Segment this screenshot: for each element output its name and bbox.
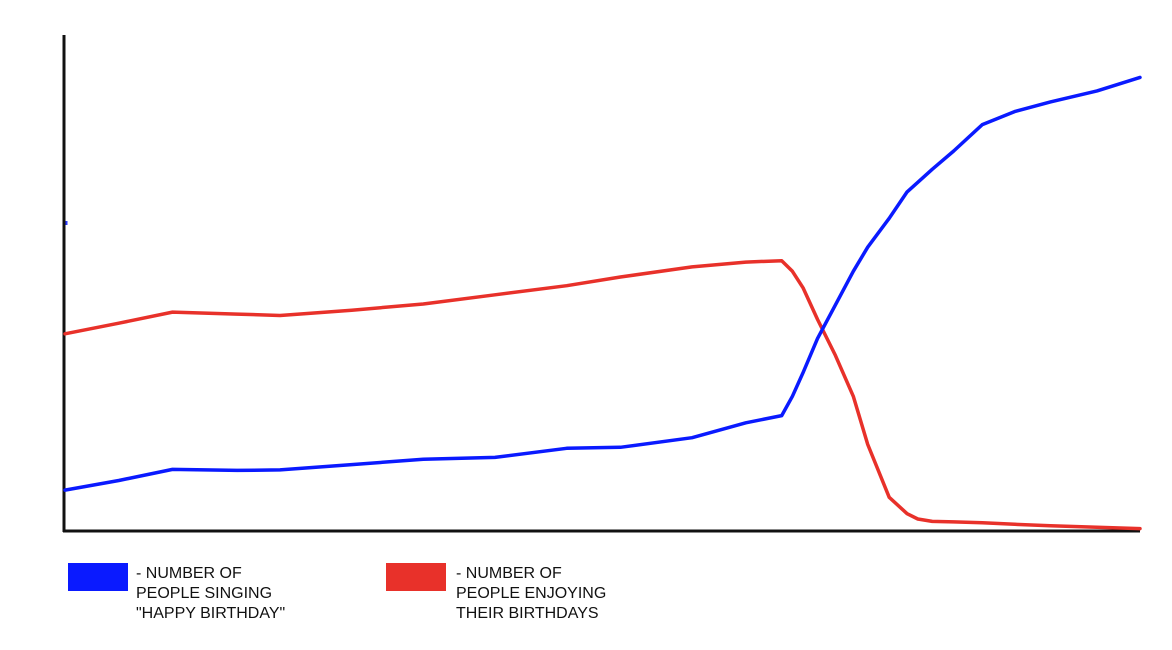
legend-item-enjoying: - NUMBER OF PEOPLE ENJOYING THEIR BIRTHD… [386, 563, 706, 633]
legend-swatch-red [386, 563, 446, 591]
series-line-singing [63, 75, 1142, 492]
legend-swatch-blue [68, 563, 128, 591]
series-line-enjoying [63, 258, 1142, 531]
legend-item-singing: - NUMBER OF PEOPLE SINGING "HAPPY BIRTHD… [68, 563, 358, 633]
series-layer [63, 75, 1142, 531]
legend-label-singing: - NUMBER OF PEOPLE SINGING "HAPPY BIRTHD… [136, 565, 286, 622]
legend-label-enjoying: - NUMBER OF PEOPLE ENJOYING THEIR BIRTHD… [456, 565, 607, 622]
